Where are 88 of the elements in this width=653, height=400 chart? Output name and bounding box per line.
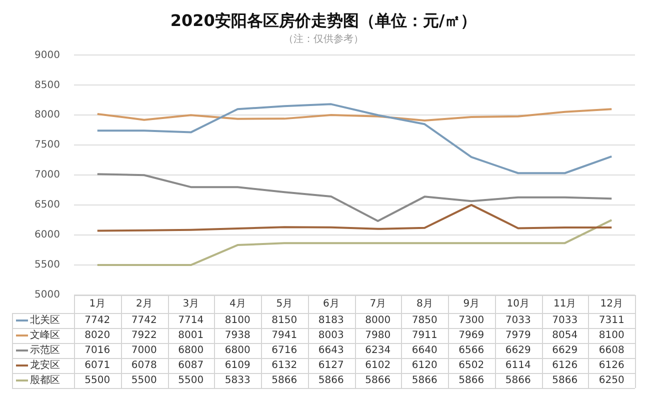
data-label: 6608 [598,345,624,356]
data-label: 8001 [178,330,204,342]
data-label: 6234 [365,345,391,356]
chart-title: 2020安阳各区房价走势图（单位：元/㎡） [170,10,477,30]
data-label: 6114 [505,360,531,372]
y-tick-label: 9000 [34,50,60,61]
data-label: 6127 [318,360,344,372]
data-label: 7911 [412,330,438,342]
data-label: 7969 [458,330,484,342]
data-label: 7742 [131,315,157,326]
data-label: 5866 [412,375,438,386]
data-label: 6102 [365,360,391,372]
data-label: 5500 [131,375,157,386]
data-label: 7938 [224,330,250,342]
x-tick-label: 2月 [136,298,152,310]
data-label: 7311 [598,315,624,326]
x-tick-label: 7月 [370,298,386,310]
x-tick-label: 10月 [506,298,530,310]
data-label: 7922 [131,330,157,342]
x-tick-label: 8月 [416,298,433,310]
legend-label: 殷都区 [30,374,60,386]
data-label: 8100 [224,315,250,326]
y-tick-label: 5500 [34,260,60,271]
x-tick-label: 4月 [229,298,246,310]
x-tick-label: 12月 [600,298,623,310]
data-label: 6071 [84,360,110,372]
data-label: 7033 [552,315,578,326]
data-label: 8150 [272,315,298,326]
data-label: 6109 [224,360,250,372]
y-tick-label: 8000 [34,110,60,121]
data-label: 8020 [84,330,110,342]
data-label: 5866 [365,375,391,386]
legend-label: 龙安区 [30,359,60,372]
x-tick-label: 1月 [89,298,106,310]
x-tick-label: 6月 [322,298,340,310]
data-label: 6716 [272,345,298,356]
x-tick-label: 11月 [554,298,576,310]
data-label: 6087 [178,360,204,372]
y-tick-label: 6000 [34,230,60,241]
data-label: 7850 [412,315,438,326]
data-label: 8000 [365,315,391,326]
data-label: 6629 [505,345,531,356]
data-label: 6800 [178,345,204,356]
data-label: 5833 [224,375,250,386]
x-tick-label: 3月 [182,298,200,310]
y-tick-label: 8500 [34,80,60,91]
chart-subtitle: （注：仅供参考） [284,32,364,45]
data-label: 7980 [365,330,391,342]
data-label: 6566 [458,345,484,356]
data-label: 8003 [318,330,344,342]
x-tick-label: 5月 [276,298,293,310]
data-label: 6126 [598,360,624,372]
data-label: 6250 [598,375,624,386]
y-tick-label: 7000 [34,170,60,181]
data-label: 7742 [84,315,110,326]
legend-label: 北关区 [30,314,60,326]
data-label: 5500 [178,375,204,386]
data-label: 5866 [552,375,578,386]
y-tick-label: 5000 [34,290,60,301]
data-label: 7033 [505,315,531,326]
y-tick-label: 6500 [34,200,60,211]
data-label: 6643 [318,345,344,356]
data-label: 6629 [552,345,578,356]
legend-label: 示范区 [30,344,60,356]
data-label: 7000 [131,345,157,356]
x-tick-label: 9月 [463,298,480,310]
data-label: 6640 [412,345,438,356]
data-label: 5866 [318,375,344,386]
data-label: 8100 [598,330,624,342]
data-label: 5866 [458,375,484,386]
y-tick-label: 7500 [34,140,60,151]
data-label: 7979 [505,330,531,342]
data-label: 8054 [552,330,578,342]
data-label: 7714 [178,315,204,326]
data-label: 7300 [458,315,484,326]
data-label: 7016 [84,345,110,356]
legend-label: 文峰区 [30,329,60,342]
data-label: 6502 [458,360,484,372]
data-label: 5500 [84,375,110,386]
data-label: 6078 [131,360,157,372]
data-label: 7941 [272,330,298,342]
data-label: 6120 [412,360,438,372]
data-label: 6132 [272,360,298,372]
data-label: 6126 [552,360,578,372]
data-label: 5866 [272,375,298,386]
data-label: 6800 [224,345,250,356]
data-label: 8183 [318,315,344,326]
data-label: 5866 [505,375,531,386]
